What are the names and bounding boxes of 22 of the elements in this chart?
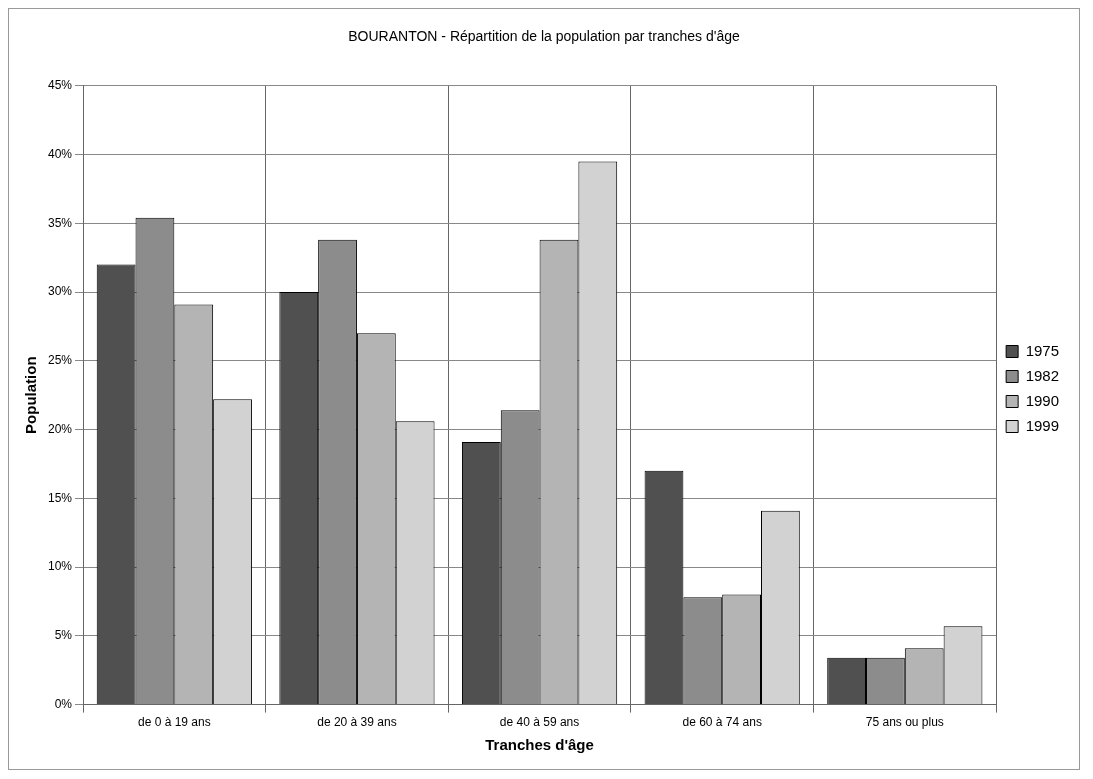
y-axis-title: Population [22,356,40,434]
x-tick-label: de 0 à 19 ans [137,715,211,730]
y-tick-label: 15% [47,490,73,505]
x-tick-label: de 40 à 59 ans [499,715,580,730]
y-tick-label: 25% [47,353,73,368]
y-tick-label: 0% [54,696,73,711]
x-axis-title: Tranches d'âge [485,736,594,754]
x-tick-label: de 60 à 74 ans [682,715,762,730]
y-tick-label: 20% [47,421,73,436]
y-tick-label: 5% [54,628,73,643]
legend-label: 1975 [1025,341,1060,359]
y-tick-label: 30% [47,284,73,299]
chart-title: BOURANTON - Répartition de la population par tranches d'âge [348,28,740,45]
x-tick-label: de 20 à 39 ans [317,715,397,730]
x-tick-label: 75 ans ou plus [865,715,944,730]
legend-label: 1999 [1025,416,1060,434]
legend-label: 1990 [1025,391,1060,409]
y-tick-label: 40% [47,146,73,161]
y-tick-label: 10% [47,559,73,574]
y-tick-label: 35% [47,215,73,230]
legend-label: 1982 [1025,366,1060,384]
y-tick-label: 45% [47,78,73,93]
